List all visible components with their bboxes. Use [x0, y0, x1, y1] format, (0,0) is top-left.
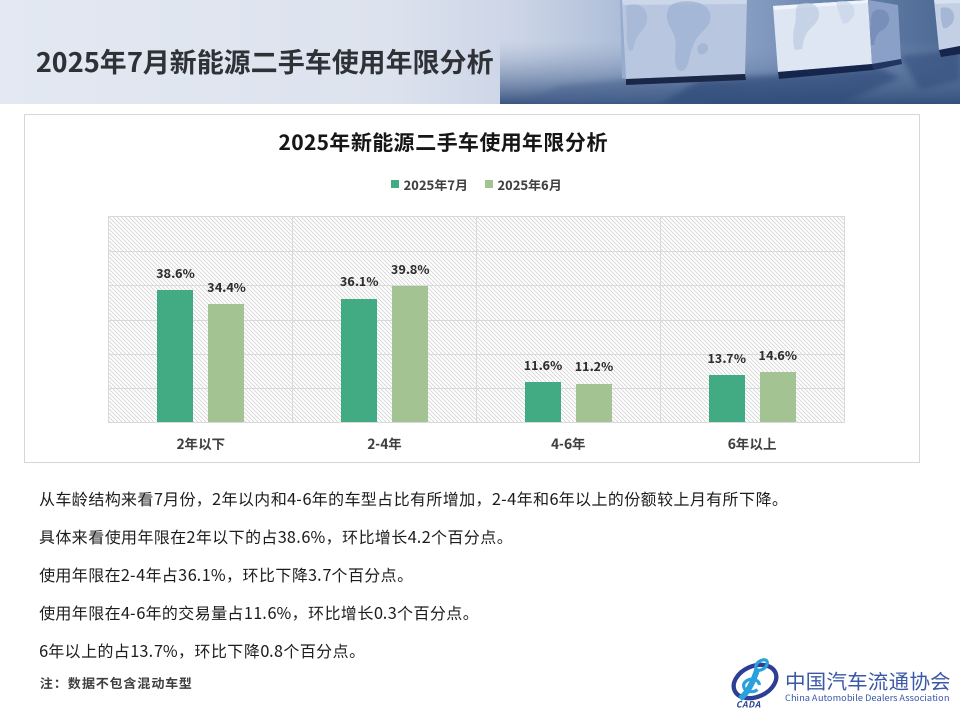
bar-2025年7月-2-4年	[341, 298, 378, 422]
plot-area: 38.6% 34.4% 36.1% 39.8% 11.6% 11.2% 13.7% 14.6%	[108, 216, 845, 423]
footnote: 注：数据不包含混动车型	[40, 673, 193, 692]
bar-value-label: 11.2%	[574, 356, 613, 376]
v-gridline	[292, 217, 294, 422]
v-gridline	[659, 217, 661, 422]
analysis-line: 使用年限在2-4年占36.1%，环比下降3.7个百分点。	[39, 562, 414, 586]
slide-title: 2025年7月新能源二手车使用年限分析	[36, 41, 494, 80]
analysis-line: 从车龄结构来看7月份，2年以内和4-6年的车型占比有所增加，2-4年和6年以上的…	[39, 486, 789, 510]
bar-value-label: 14.6%	[758, 344, 797, 364]
chart-title: 2025年新能源二手车使用年限分析	[278, 127, 608, 157]
analysis-line: 具体来看使用年限在2年以下的占38.6%，环比增长4.2个百分点。	[39, 524, 514, 548]
header-decoration-cubes	[0, 0, 960, 104]
chart-legend: 2025年7月 2025年6月	[25, 178, 928, 191]
analysis-line: 6年以上的占13.7%，环比下降0.8个百分点。	[39, 638, 366, 662]
legend-swatch-icon	[485, 180, 493, 188]
chart-panel: 2025年新能源二手车使用年限分析 2025年7月 2025年6月 38.6% 34…	[24, 114, 920, 463]
header-band: 2025年7月新能源二手车使用年限分析	[0, 0, 960, 104]
bar-2025年6月-2年以下	[208, 304, 245, 422]
category-label: 2年以下	[176, 433, 226, 453]
legend-label: 2025年6月	[497, 174, 562, 194]
analysis-line: 使用年限在4-6年的交易量占11.6%，环比增长0.3个百分点。	[39, 600, 480, 624]
legend-swatch-icon	[391, 180, 400, 188]
bar-2025年7月-2年以下	[157, 290, 194, 422]
bar-2025年6月-2-4年	[392, 286, 429, 422]
bar-value-label: 38.6%	[156, 262, 195, 282]
bar-2025年6月-4-6年	[575, 383, 612, 422]
bar-value-label: 39.8%	[391, 258, 430, 278]
analysis-text: 从车龄结构来看7月份，2年以内和4-6年的车型占比有所增加，2-4年和6年以上的…	[39, 488, 919, 678]
bar-value-label: 36.1%	[340, 271, 379, 291]
logo-name-en: China Automobile Dealers Association	[785, 690, 950, 704]
legend-item: 2025年7月	[391, 178, 468, 191]
cada-mark	[736, 700, 762, 709]
category-label: 2-4年	[367, 433, 402, 453]
legend-label: 2025年7月	[403, 174, 468, 194]
category-axis: 2年以下 2-4年 4-6年 6年以上	[109, 433, 844, 457]
v-gridline	[476, 217, 477, 422]
category-label: 6年以上	[727, 433, 777, 453]
bar-value-label: 13.7%	[707, 347, 746, 367]
bar-2025年6月-6年以上	[759, 372, 796, 422]
bar-value-label: 11.6%	[523, 354, 562, 374]
logo-name-cn: 中国汽车流通协会	[785, 665, 951, 695]
legend-item: 2025年6月	[485, 178, 562, 191]
cada-emblem-icon	[731, 658, 779, 709]
bar-2025年7月-6年以上	[708, 375, 745, 422]
bar-2025年7月-4-6年	[524, 382, 561, 422]
cada-logo: 中国汽车流通协会 China Automobile Dealers Associ…	[726, 655, 956, 715]
bar-value-label: 34.4%	[207, 276, 246, 296]
category-label: 4-6年	[551, 433, 586, 453]
